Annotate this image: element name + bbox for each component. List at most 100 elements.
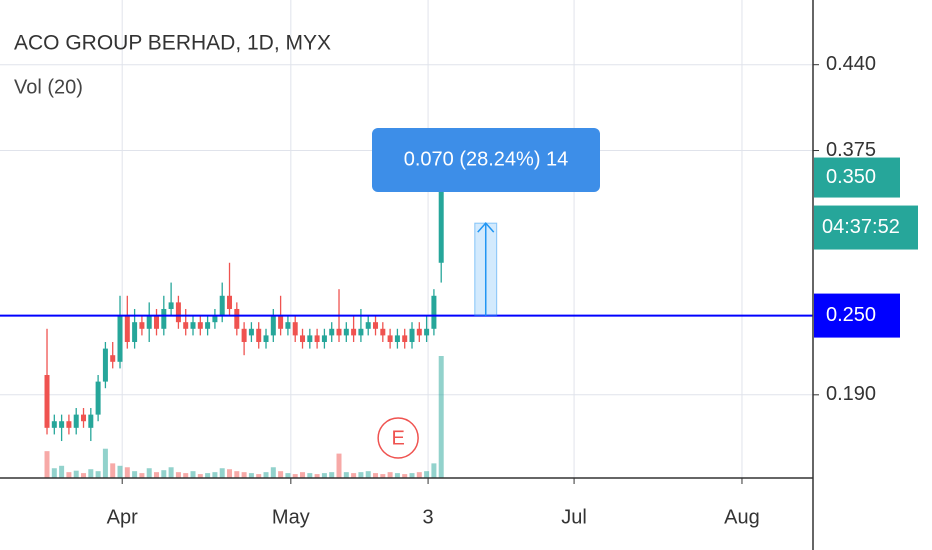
last-price-box [814,157,900,198]
x-tick-label: May [272,506,310,528]
volume-bar [44,451,50,478]
candle-body [394,335,400,342]
volume-bar [205,473,211,478]
candle-body [314,335,320,342]
candle-body [409,328,415,342]
volume-bar [358,472,364,478]
volume-bar [248,473,254,478]
volume-bar [307,473,313,478]
candle-body [373,322,379,329]
volume-bar [219,468,225,478]
candle-body [321,335,327,342]
volume-bar [387,472,393,478]
x-tick-label: Apr [107,506,138,528]
volume-bar [365,471,371,478]
volume-bar [431,463,437,478]
volume-bar [117,465,123,478]
candle-body [212,315,218,323]
volume-bar [212,472,218,478]
volume-bar [161,470,167,478]
candle-body [51,421,57,428]
volume-bar [438,356,444,478]
indicator-label: Vol (20) [14,76,83,98]
candle-body [424,328,430,336]
candle-body [329,328,335,336]
volume-bar [124,467,130,478]
y-tick-label: 0.375 [826,139,876,161]
candle-body [95,381,101,415]
candle-body [270,315,276,336]
countdown-box [814,205,918,250]
earnings-label: E [391,427,404,449]
candle-body [365,322,371,329]
candle-body [197,322,203,329]
volume-bar [351,473,357,478]
candle-body [139,322,145,329]
volume-bar [88,469,94,478]
candle-body [307,335,313,342]
volume-bar [175,472,181,478]
volume-bar [102,448,108,478]
hline-label-box [814,293,900,338]
volume-bar [321,473,327,478]
candle-body [117,315,123,362]
volume-bar [51,468,57,478]
volume-bar [409,473,415,478]
candle-body [343,328,349,336]
last-price-label: 0.350 [826,166,876,188]
candle-body [44,375,50,428]
volume-bar [373,473,379,478]
volume-bar [416,472,422,478]
candle-body [263,335,269,342]
candle-body [205,322,211,329]
candle-body [175,302,181,323]
candle-body [256,328,262,342]
volume-bar [66,472,72,478]
volume-bar [139,473,145,478]
y-tick-label: 0.440 [826,53,876,75]
volume-bar [95,471,101,478]
volume-bar [168,467,174,478]
candle-body [387,335,393,342]
candle-body [146,315,152,329]
candle-body [241,328,247,342]
y-tick-label: 0.190 [826,383,876,405]
volume-bar [73,470,79,478]
candle-body [183,322,189,329]
volume-bar [270,467,276,478]
measure-label: 0.070 (28.24%) 14 [404,148,569,170]
volume-bar [394,473,400,478]
volume-bar [154,472,160,478]
candle-body [124,315,130,342]
candle-body [219,295,225,316]
x-tick-label: 3 [423,506,434,528]
volume-bar [343,472,349,478]
volume-bar [132,471,138,478]
candle-body [285,322,291,329]
volume-bar [190,471,196,478]
candle-body [438,183,444,263]
volume-bar [197,474,203,478]
volume-bar [256,474,262,478]
volume-bar [227,469,233,478]
candle-body [132,322,138,342]
volume-bar [183,473,189,478]
volume-bar [380,474,386,478]
candle-body [402,335,408,342]
candle-body [336,328,342,336]
candle-body [351,328,357,336]
volume-bar [81,473,87,478]
candle-body [168,302,174,309]
volume-bar [292,474,298,478]
candle-body [110,355,116,362]
candle-body [292,322,298,336]
volume-bar [59,465,65,478]
candle-body [154,315,160,329]
candle-body [59,421,65,428]
countdown-label: 04:37:52 [822,216,900,238]
x-tick-label: Jul [561,506,587,528]
volume-bar [424,471,430,478]
volume-bar [300,472,306,478]
x-tick-label: Aug [724,506,760,528]
